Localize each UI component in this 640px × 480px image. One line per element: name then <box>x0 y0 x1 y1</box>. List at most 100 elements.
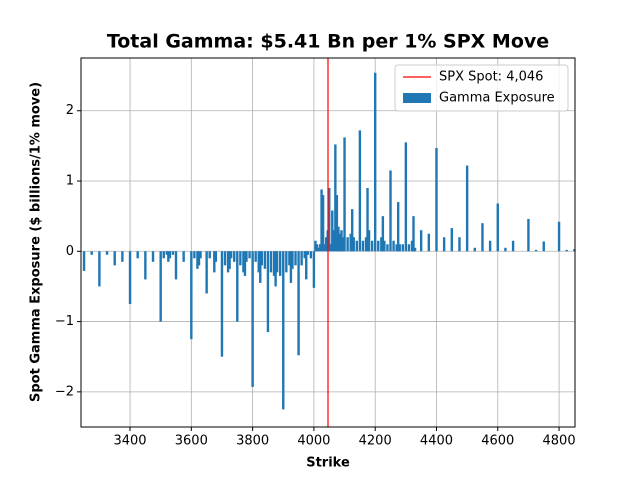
y-tick-label: −2 <box>55 384 74 399</box>
bar <box>190 251 193 340</box>
bar <box>392 240 395 252</box>
bar <box>288 251 291 266</box>
legend-swatch <box>403 93 431 103</box>
bar <box>199 251 202 259</box>
bar <box>331 210 334 252</box>
bar <box>90 251 93 255</box>
bar <box>274 251 277 287</box>
bar <box>565 249 568 252</box>
bar <box>226 251 230 273</box>
bar <box>251 251 254 387</box>
bar <box>113 251 116 266</box>
bar <box>435 147 438 252</box>
bar <box>370 240 374 252</box>
bar <box>151 251 155 262</box>
x-tick-label: 3800 <box>236 434 269 449</box>
bar <box>162 251 165 259</box>
x-tick-label: 4600 <box>481 434 514 449</box>
bar <box>323 244 326 252</box>
y-tick-label: 2 <box>66 103 74 118</box>
bar <box>285 251 288 273</box>
bar <box>352 237 355 252</box>
bar <box>329 244 332 252</box>
bar <box>259 251 262 283</box>
bar <box>427 233 431 252</box>
bar <box>159 251 162 322</box>
bar <box>341 237 345 252</box>
bar <box>442 237 446 252</box>
bar <box>366 188 369 252</box>
x-tick-label: 4200 <box>359 434 392 449</box>
bar <box>328 188 331 252</box>
bar <box>412 216 415 252</box>
bar <box>306 251 309 255</box>
bar <box>269 251 273 273</box>
y-tick-label: 0 <box>66 244 74 259</box>
y-tick-label: −1 <box>55 314 74 329</box>
bar <box>229 251 233 259</box>
bar <box>303 251 306 259</box>
bar <box>214 251 218 262</box>
bar <box>337 226 340 252</box>
bar <box>361 240 365 252</box>
bar <box>309 251 313 259</box>
bar <box>410 240 414 252</box>
bar <box>343 137 346 252</box>
bar <box>291 251 294 269</box>
bar <box>266 251 270 333</box>
x-tick-label: 3600 <box>175 434 208 449</box>
x-tick-label: 4400 <box>420 434 453 449</box>
bar <box>121 251 124 262</box>
bar <box>349 233 352 252</box>
bar <box>294 251 297 266</box>
bar <box>205 251 208 294</box>
bar <box>401 244 404 252</box>
bar <box>297 251 300 356</box>
x-axis-label: Strike <box>306 456 350 471</box>
bar <box>228 251 231 269</box>
bar <box>223 251 227 266</box>
bar <box>315 244 319 252</box>
bar <box>334 144 337 252</box>
bar <box>358 130 362 252</box>
bar <box>381 216 385 252</box>
legend-label: Gamma Exposure <box>439 91 555 106</box>
bar <box>380 237 383 252</box>
bar <box>82 251 86 271</box>
bar <box>396 202 400 252</box>
bar <box>481 223 484 252</box>
bar <box>314 240 317 252</box>
bar <box>534 249 538 252</box>
y-axis-label: Spot Gamma Exposure ($ billions/1% move) <box>29 82 44 402</box>
bar <box>465 165 469 252</box>
bar <box>340 230 343 252</box>
bar <box>260 251 264 266</box>
bar <box>245 251 248 262</box>
bar <box>346 237 349 252</box>
bar <box>407 244 411 252</box>
x-tick-label: 3400 <box>113 434 146 449</box>
bar <box>196 251 199 269</box>
bar <box>573 249 576 252</box>
bar <box>182 251 185 262</box>
bar <box>300 251 303 266</box>
bar <box>248 251 251 259</box>
bar <box>386 244 389 252</box>
bar <box>243 251 247 276</box>
bar <box>263 251 267 269</box>
bar <box>272 251 276 276</box>
bar <box>239 251 242 266</box>
bar <box>355 240 359 252</box>
bar <box>332 230 336 252</box>
bar <box>257 251 260 273</box>
bar <box>450 228 454 252</box>
bar <box>242 251 245 273</box>
bar <box>233 251 236 262</box>
bar <box>168 251 172 259</box>
bar <box>320 189 323 252</box>
bar <box>317 247 320 252</box>
bar <box>364 237 368 252</box>
bar <box>208 251 211 259</box>
legend-box <box>394 64 569 112</box>
